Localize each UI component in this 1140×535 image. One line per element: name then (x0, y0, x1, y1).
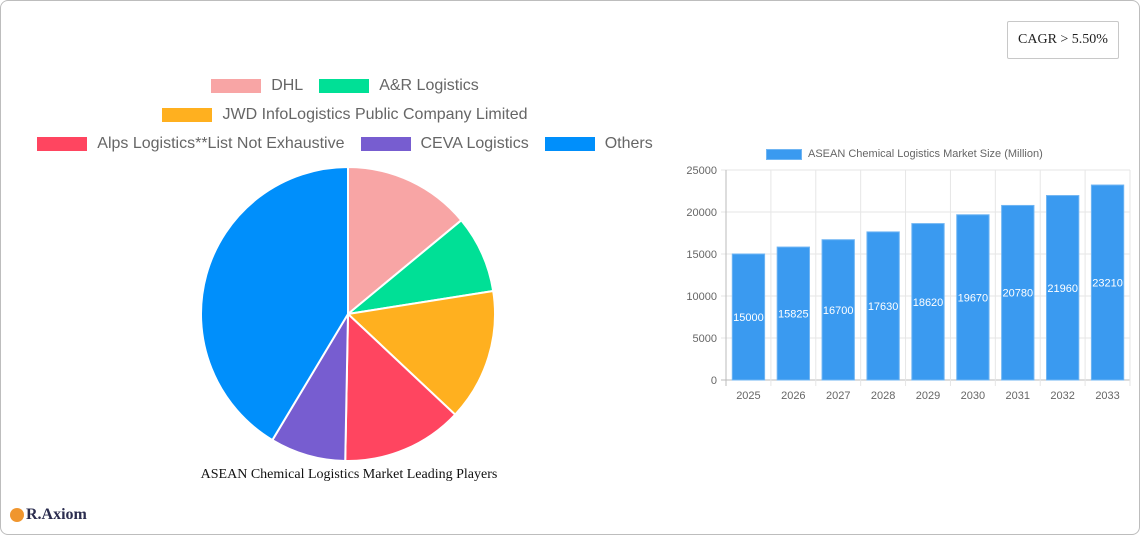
pie-legend-row-1: DHL A&R Logistics (0, 77, 690, 95)
legend-item-dhl[interactable]: DHL (211, 77, 303, 95)
svg-text:15000: 15000 (733, 312, 764, 324)
pie-slice[interactable] (345, 289, 496, 417)
svg-text:2028: 2028 (871, 390, 895, 402)
legend-label: Alps Logistics**List Not Exhaustive (97, 135, 345, 152)
legend-swatch (162, 108, 213, 122)
bar[interactable] (866, 231, 900, 381)
svg-text:2025: 2025 (736, 390, 760, 402)
svg-text:2026: 2026 (781, 390, 805, 402)
legend-item-ar-logistics[interactable]: A&R Logistics (319, 77, 479, 95)
bar-chart: 15000 15825 16700 17630 18620 19670 20780 21960… (686, 165, 1131, 402)
bar[interactable] (911, 223, 945, 381)
bar[interactable] (776, 246, 810, 381)
svg-text:19670: 19670 (958, 292, 989, 304)
pie-slice[interactable] (200, 165, 349, 442)
svg-text:25000: 25000 (686, 165, 717, 177)
bar[interactable] (956, 214, 990, 381)
legend-swatch (544, 137, 595, 151)
legend-item-others[interactable]: Others (544, 135, 653, 153)
legend-item-jwd[interactable]: JWD InfoLogistics Public Company Limited (162, 106, 528, 124)
legend-label: ASEAN Chemical Logistics Market Size (Mi… (808, 148, 1043, 160)
legend-swatch (319, 79, 370, 93)
svg-text:23210: 23210 (1092, 278, 1123, 290)
legend-swatch (211, 79, 262, 93)
legend-label: CEVA Logistics (420, 135, 529, 152)
legend-swatch (37, 137, 88, 151)
svg-text:20780: 20780 (1002, 288, 1033, 300)
brand-logo: R.Axiom (10, 506, 87, 524)
logo-icon (10, 508, 24, 522)
bar[interactable] (1001, 204, 1035, 381)
legend-label: DHL (271, 77, 304, 94)
svg-text:16700: 16700 (823, 305, 854, 317)
bar[interactable] (1090, 184, 1125, 381)
legend-label: A&R Logistics (379, 77, 479, 94)
cagr-badge: CAGR > 5.50% (1007, 21, 1119, 59)
svg-text:2032: 2032 (1050, 390, 1074, 402)
pie-chart-title: ASEAN Chemical Logistics Market Leading … (200, 467, 498, 482)
pie-chart (200, 165, 496, 462)
bar[interactable] (821, 239, 855, 381)
svg-text:15825: 15825 (778, 309, 809, 321)
bar[interactable] (1046, 195, 1080, 381)
legend-label: Others (604, 135, 653, 152)
pie-legend-row-3: Alps Logistics**List Not Exhaustive CEVA… (0, 135, 690, 153)
legend-item-ceva[interactable]: CEVA Logistics (360, 135, 529, 153)
svg-text:0: 0 (711, 375, 717, 387)
pie-slice[interactable] (344, 311, 457, 462)
svg-text:2031: 2031 (1006, 390, 1030, 402)
svg-text:10000: 10000 (686, 291, 717, 303)
svg-text:18620: 18620 (913, 297, 944, 309)
pie-slice[interactable] (347, 165, 463, 317)
svg-text:2029: 2029 (916, 390, 940, 402)
bar[interactable] (731, 253, 766, 381)
bar-legend[interactable]: ASEAN Chemical Logistics Market Size (Mi… (766, 148, 1043, 160)
legend-item-alps[interactable]: Alps Logistics**List Not Exhaustive (37, 135, 345, 153)
svg-text:2027: 2027 (826, 390, 850, 402)
svg-text:20000: 20000 (686, 207, 717, 219)
svg-text:2030: 2030 (961, 390, 985, 402)
pie-legend-row-2: JWD InfoLogistics Public Company Limited (0, 106, 690, 124)
svg-text:15000: 15000 (686, 249, 717, 261)
legend-swatch (360, 137, 411, 151)
logo-text: R.Axiom (26, 506, 87, 523)
legend-label: JWD InfoLogistics Public Company Limited (222, 106, 528, 123)
svg-text:5000: 5000 (693, 333, 717, 345)
legend-swatch (766, 148, 802, 160)
svg-text:17630: 17630 (868, 301, 899, 313)
svg-text:2033: 2033 (1095, 390, 1119, 402)
svg-text:21960: 21960 (1047, 283, 1078, 295)
